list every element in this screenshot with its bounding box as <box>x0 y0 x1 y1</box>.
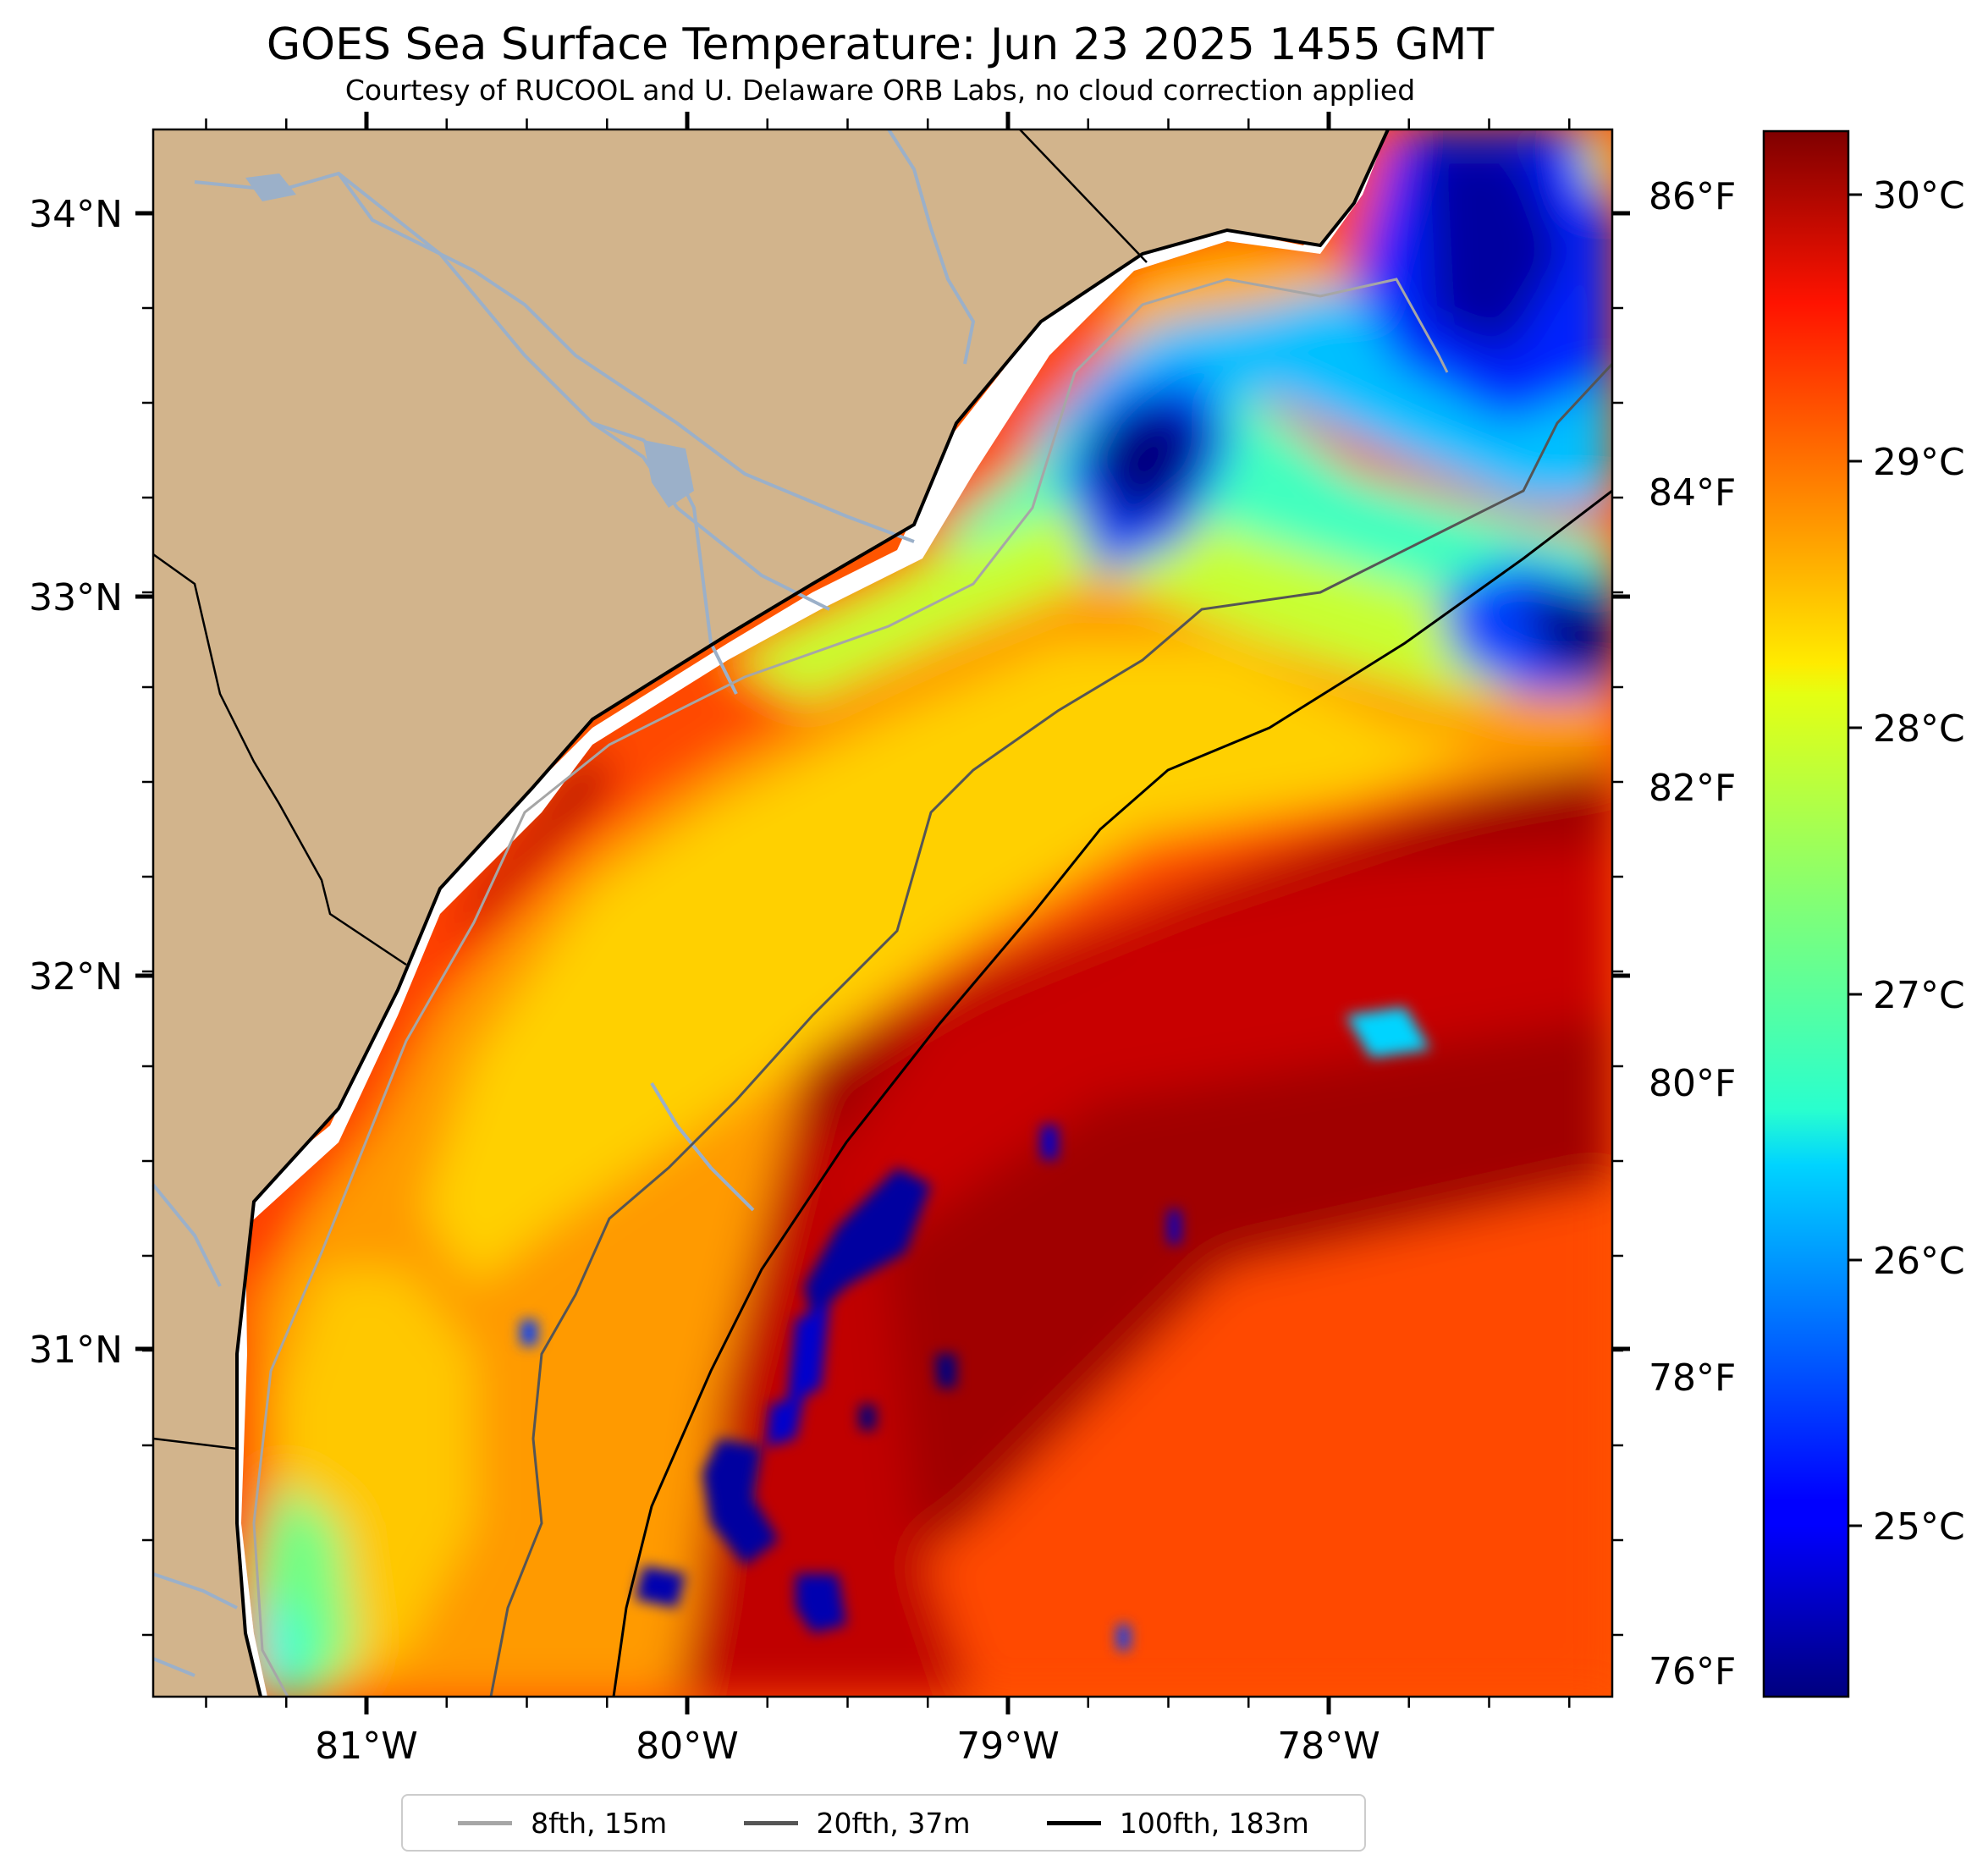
celsius-label-28: 28°C <box>1873 707 1965 751</box>
legend-item-100fth: 100fth, 183m <box>1046 1806 1309 1840</box>
celsius-label-27: 27°C <box>1873 974 1965 1017</box>
lon-label-80: 80°W <box>636 1725 739 1768</box>
lake-2 <box>245 173 296 201</box>
lat-label-34: 34°N <box>29 193 123 236</box>
fahrenheit-label-84: 84°F <box>1649 471 1736 515</box>
isobaths <box>252 278 1612 1697</box>
legend-item-20fth: 20fth, 37m <box>743 1806 971 1840</box>
isobath-legend: 8fth, 15m 20fth, 37m 100fth, 183m <box>401 1794 1366 1852</box>
map-frame <box>151 128 1614 1698</box>
celsius-label-26: 26°C <box>1873 1240 1965 1283</box>
isobath-20fth <box>489 362 1612 1697</box>
lat-label-31: 31°N <box>29 1329 123 1372</box>
colorbar-frame <box>1762 129 1850 1698</box>
legend-label-8fth: 8fth, 15m <box>531 1806 668 1840</box>
legend-swatch-8fth <box>458 1820 513 1825</box>
chart-title: GOES Sea Surface Temperature: Jun 23 202… <box>267 19 1494 70</box>
isobath-100fth <box>612 489 1612 1697</box>
minor-ticks <box>142 118 1623 1708</box>
coastline <box>235 129 1390 1698</box>
legend-label-100fth: 100fth, 183m <box>1119 1806 1309 1840</box>
fahrenheit-label-82: 82°F <box>1649 767 1736 810</box>
land-area <box>153 129 1388 1697</box>
legend-swatch-100fth <box>1046 1820 1101 1825</box>
fahrenheit-label-86: 86°F <box>1649 175 1736 218</box>
celsius-label-29: 29°C <box>1873 441 1965 484</box>
lon-label-81: 81°W <box>315 1725 418 1768</box>
lon-label-79: 79°W <box>956 1725 1060 1768</box>
isobath-8fth <box>252 278 1449 1697</box>
fahrenheit-label-76: 76°F <box>1649 1650 1736 1693</box>
celsius-label-25: 25°C <box>1873 1505 1965 1549</box>
colorbar-gradient <box>1764 131 1848 1697</box>
lat-label-32: 32°N <box>29 955 123 999</box>
chart-subtitle: Courtesy of RUCOOL and U. Delaware ORB L… <box>345 74 1415 107</box>
lat-label-33: 33°N <box>29 576 123 619</box>
lon-label-78: 78°W <box>1277 1725 1380 1768</box>
lake <box>643 440 694 508</box>
legend-item-8fth: 8fth, 15m <box>458 1807 667 1840</box>
fahrenheit-label-80: 80°F <box>1649 1062 1736 1105</box>
colorbar-ticks <box>1848 193 1862 1527</box>
celsius-label-30: 30°C <box>1873 174 1965 217</box>
legend-label-20fth: 20fth, 37m <box>816 1806 971 1840</box>
legend-swatch-20fth <box>743 1820 798 1825</box>
fahrenheit-label-78: 78°F <box>1649 1356 1736 1400</box>
state-borders <box>152 129 1148 1450</box>
